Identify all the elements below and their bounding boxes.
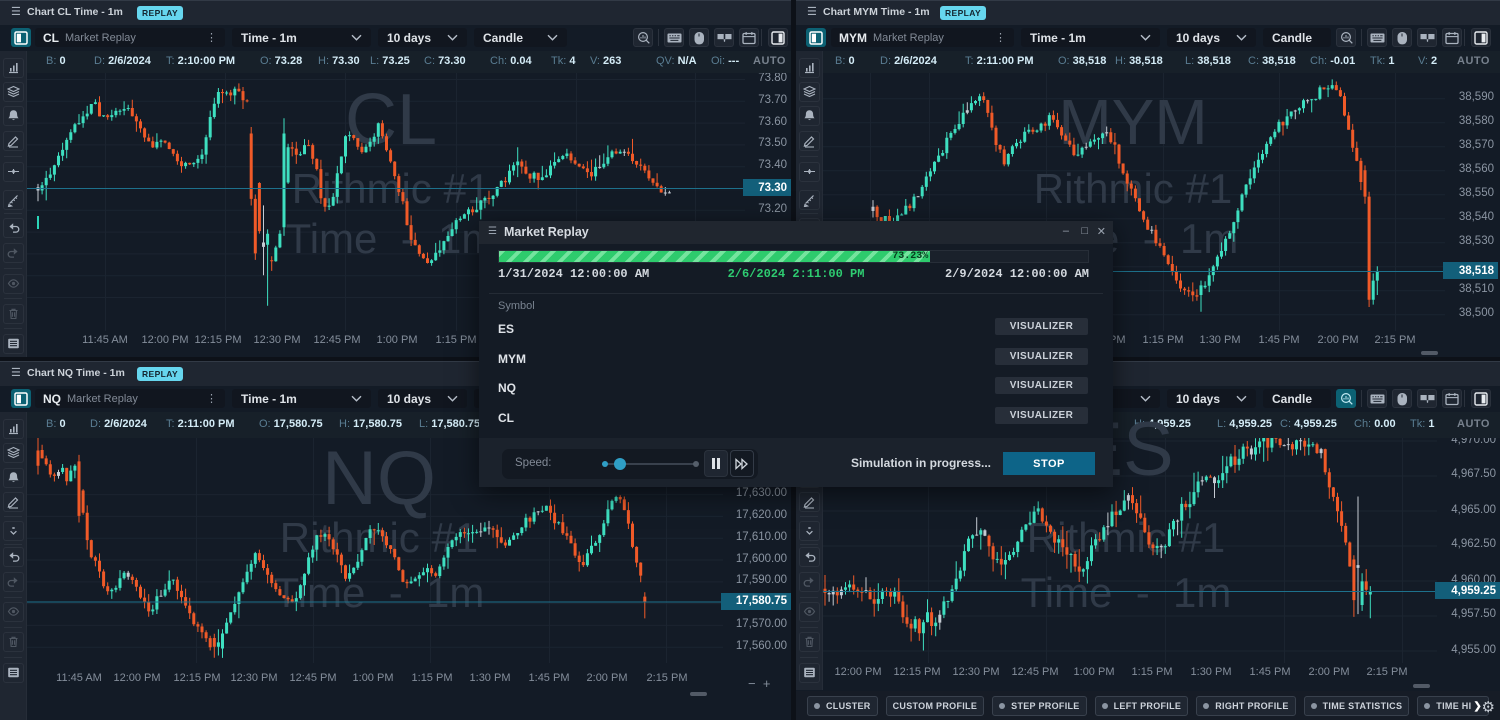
svg-text:Rithmic #1: Rithmic #1 <box>1034 165 1232 212</box>
svg-text:Time - 1m: Time - 1m <box>286 215 497 262</box>
svg-text:CL: CL <box>345 80 437 160</box>
svg-text:MYM: MYM <box>1058 86 1207 158</box>
svg-text:Time - 1m: Time - 1m <box>1021 569 1232 616</box>
svg-text:Rithmic #1: Rithmic #1 <box>1027 514 1225 561</box>
svg-text:Time - 1m: Time - 1m <box>274 569 485 616</box>
svg-text:NQ: NQ <box>322 438 436 521</box>
